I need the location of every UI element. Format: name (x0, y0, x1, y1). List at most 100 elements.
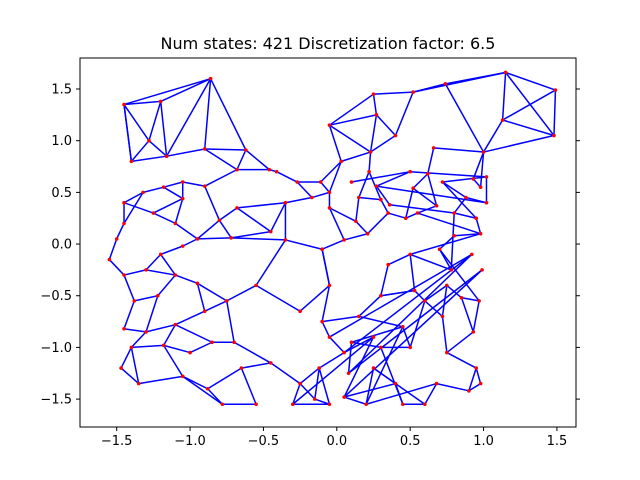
x-tick-label: −1.0 (174, 434, 206, 449)
graph-node (180, 374, 185, 379)
graph-node (374, 184, 379, 188)
graph-node (202, 184, 207, 188)
graph-node (239, 366, 244, 370)
graph-edge (131, 344, 164, 349)
y-axis: −1.5 −1.0 −0.5 0.0 0.5 1.0 1.5 (40, 83, 580, 408)
graph-node (471, 330, 476, 334)
graph-edge (311, 191, 330, 199)
graph-edge (123, 274, 135, 302)
graph-node (202, 147, 207, 151)
graph-edge (207, 367, 242, 390)
graph-node (452, 233, 457, 238)
graph-node (244, 148, 248, 152)
x-tick-label: 1.0 (473, 434, 494, 449)
graph-edge (175, 310, 206, 326)
graph-edge (343, 382, 396, 398)
graph-edge (482, 119, 504, 153)
graph-node (379, 197, 383, 202)
graph-edge (343, 269, 483, 398)
graph-node (122, 102, 126, 107)
graph-edge (441, 316, 448, 353)
graph-edge (163, 181, 183, 188)
graph-edge (131, 155, 167, 163)
graph-node (500, 118, 505, 122)
chart-title: Num states: 421 Discretization factor: 6… (161, 34, 496, 53)
graph-node (132, 299, 137, 303)
graph-node (298, 309, 302, 314)
graph-edge (394, 91, 414, 136)
graph-node (188, 350, 192, 355)
graph-edge (163, 344, 184, 377)
graph-edge (373, 367, 426, 405)
graph-node (327, 402, 332, 407)
graph-node (431, 146, 436, 150)
edges-layer (108, 71, 557, 406)
graph-edge (145, 295, 159, 333)
graph-node (254, 283, 258, 288)
graph-edge (175, 274, 198, 285)
graph-edge (468, 367, 477, 392)
graph-edge (123, 269, 147, 276)
graph-node (434, 381, 439, 386)
graph-node (474, 366, 479, 370)
plot-frame (79, 57, 577, 428)
graph-edge (454, 232, 481, 237)
graph-edge (197, 282, 228, 302)
graph-node (374, 113, 379, 117)
graph-edge (120, 367, 140, 385)
graph-node (408, 252, 412, 257)
graph-node (387, 202, 392, 207)
graph-node (364, 402, 368, 407)
graph-node (268, 361, 273, 365)
graph-node (553, 88, 558, 92)
graph-edge (444, 83, 485, 153)
graph-node (477, 299, 481, 303)
graph-node (408, 345, 412, 350)
y-tick-label: −0.5 (40, 289, 72, 304)
graph-edge (162, 324, 177, 346)
graph-node (180, 244, 185, 248)
graph-edge (320, 160, 342, 183)
graph-node (318, 180, 323, 184)
graph-node (440, 180, 445, 184)
graph-node (155, 293, 160, 298)
graph-edge (367, 212, 389, 235)
graph-edge (501, 72, 507, 121)
graph-node (144, 330, 148, 334)
graph-edge (159, 101, 168, 157)
graph-edge (427, 147, 435, 174)
graph-edge (321, 249, 331, 286)
graph-edge (123, 300, 135, 330)
graph-edge (412, 71, 506, 93)
graph-edge (209, 78, 247, 151)
graph-edge (553, 90, 557, 136)
y-tick-label: −1.0 (40, 341, 72, 356)
graph-edge (160, 77, 211, 103)
graph-node (467, 389, 471, 393)
graph-node (173, 322, 178, 327)
graph-node (327, 335, 332, 339)
graph-edge (441, 181, 477, 219)
graph-node (136, 381, 141, 386)
graph-node (342, 238, 346, 242)
graph-edge (108, 259, 125, 276)
graph-edge (123, 100, 161, 106)
x-tick-label: −0.5 (248, 434, 280, 449)
graph-node (478, 381, 483, 386)
graph-edge (441, 285, 448, 317)
graph-edge (351, 170, 411, 183)
graph-edge (453, 197, 467, 214)
graph-edge (461, 297, 480, 302)
graph-edge (412, 187, 438, 207)
graph-node (471, 177, 476, 181)
graph-edge (285, 239, 323, 250)
graph-edge (226, 300, 235, 343)
graph-edge (387, 253, 411, 266)
graph-node (481, 150, 486, 154)
graph-edge (450, 213, 455, 270)
graph-edge (292, 336, 374, 405)
graph-node (346, 371, 351, 376)
graph-node (357, 314, 361, 319)
graph-edge (204, 185, 221, 221)
graph-edge (165, 78, 212, 157)
